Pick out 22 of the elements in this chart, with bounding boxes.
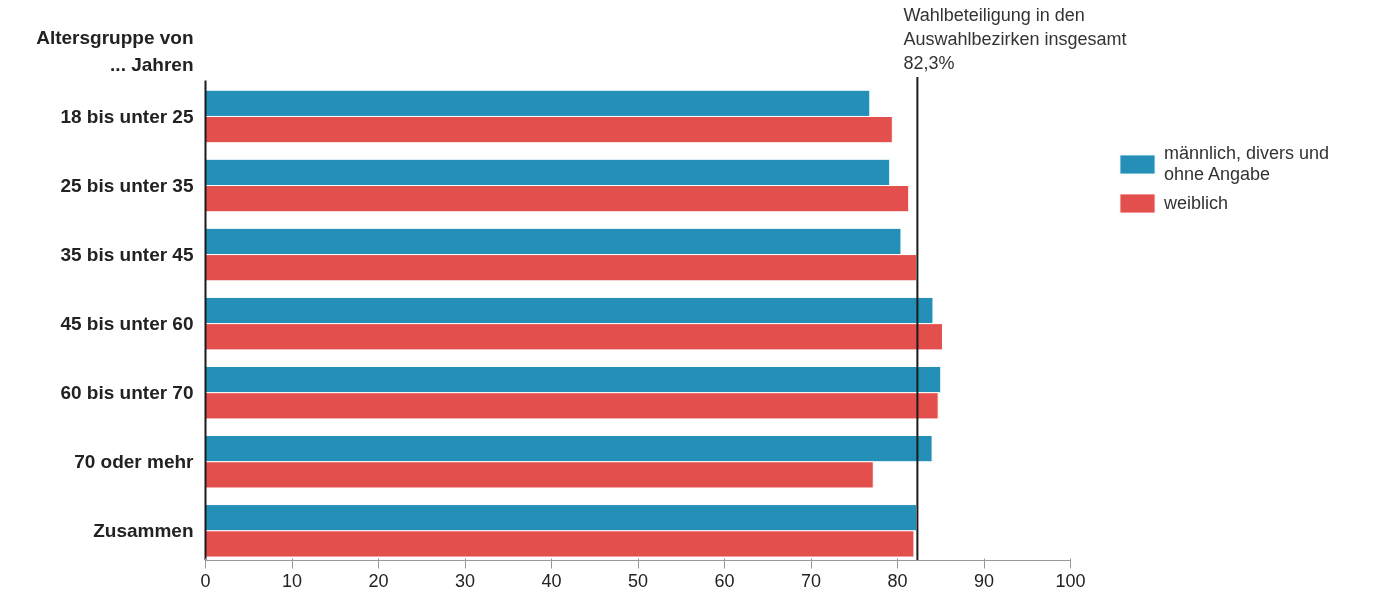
y-tick-label: 60 bis unter 70 xyxy=(60,382,194,404)
x-tick-label: 100 xyxy=(1055,570,1086,591)
x-tick-label: 40 xyxy=(541,570,562,591)
y-tick-label: 18 bis unter 25 xyxy=(60,105,194,127)
y-tick-label: Zusammen xyxy=(93,520,194,542)
ref-line-label: Wahlbeteiligung in den Auswahlbezirken insgesamt 82,3% xyxy=(903,5,1127,74)
y-tick-label: 25 bis unter 35 xyxy=(60,175,194,197)
y-tick-label: 35 bis unter 45 xyxy=(60,244,194,266)
x-tick-label: 70 xyxy=(800,570,822,591)
x-tick-label: 30 xyxy=(454,570,476,591)
legend-label: weiblich xyxy=(1164,192,1229,214)
y-tick-label: 70 oder mehr xyxy=(74,451,195,473)
x-tick-label: 10 xyxy=(281,570,303,591)
x-tick-label: 50 xyxy=(627,570,649,591)
y-tick-label: 45 bis unter 60 xyxy=(60,313,194,335)
legend-label: männlich, divers und ohne Angabe xyxy=(1164,143,1330,185)
x-tick-label: 0 xyxy=(200,570,211,591)
y-axis-title: Altersgruppe von ... Jahren xyxy=(36,27,194,75)
x-tick-label: 90 xyxy=(973,570,995,591)
x-tick-label: 80 xyxy=(887,570,908,591)
x-tick-label: 60 xyxy=(714,570,735,591)
x-tick-label: 20 xyxy=(368,570,389,591)
